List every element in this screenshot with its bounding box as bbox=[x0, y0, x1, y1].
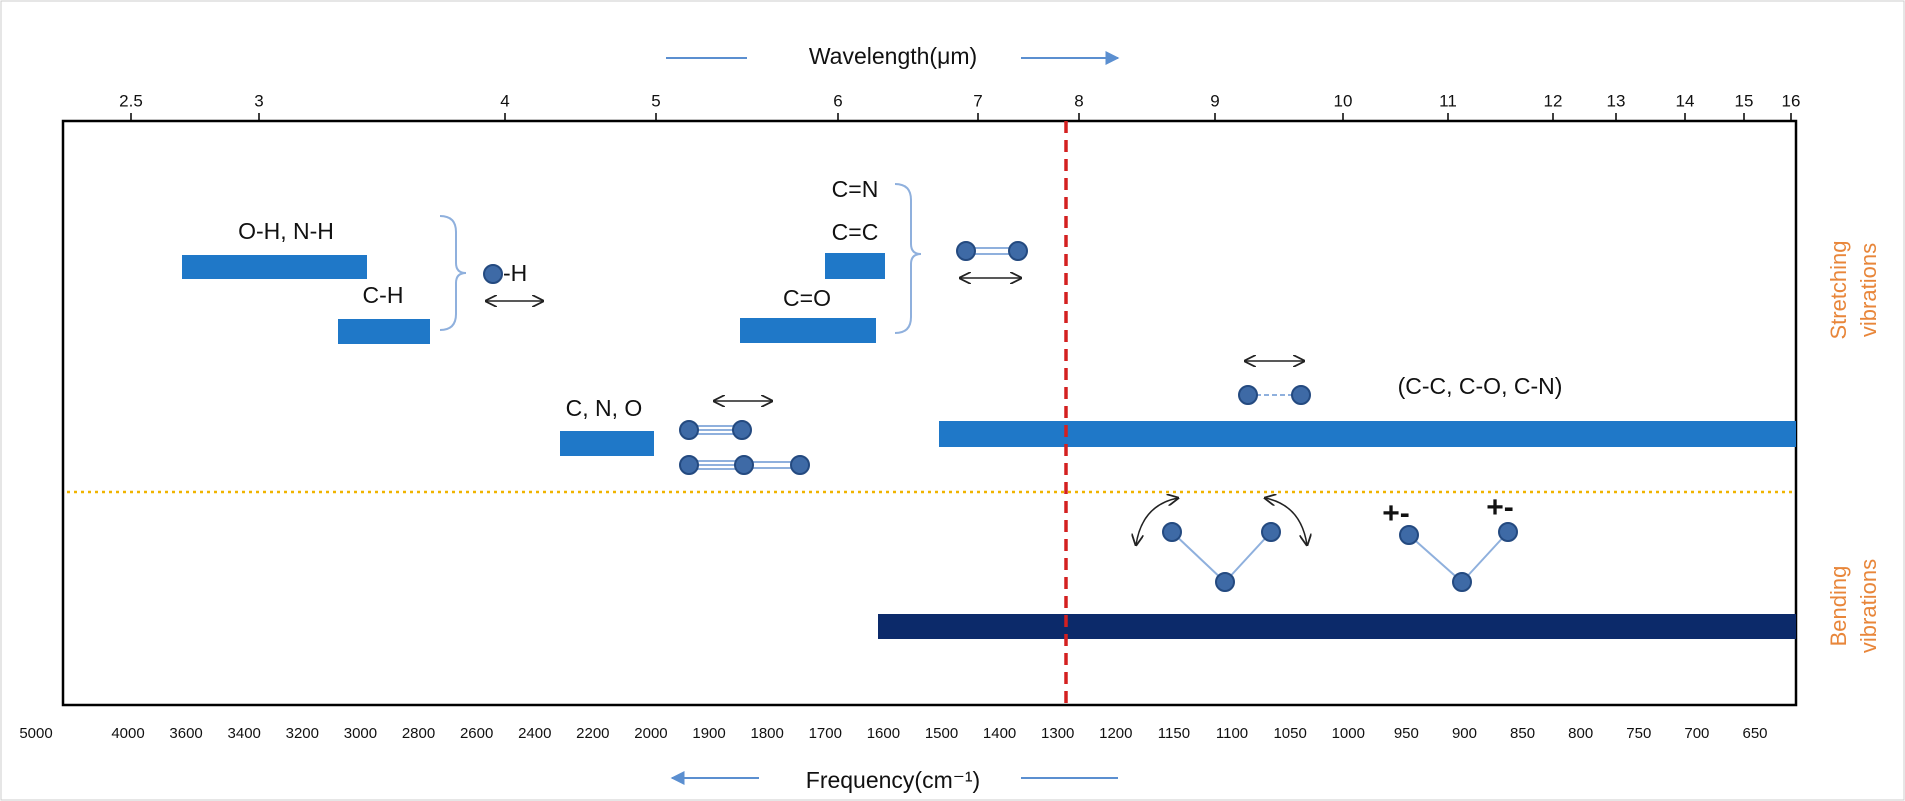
bottom-tick-label: 750 bbox=[1626, 725, 1651, 742]
label: C=N bbox=[832, 176, 879, 202]
top-tick-label: 16 bbox=[1782, 91, 1801, 110]
bottom-tick-label: 5000 bbox=[19, 725, 52, 742]
top-tick-label: 13 bbox=[1607, 91, 1626, 110]
bottom-tick-label: 1300 bbox=[1041, 725, 1074, 742]
bottom-tick-label: 950 bbox=[1394, 725, 1419, 742]
side-label: vibrations bbox=[1856, 243, 1881, 337]
top-tick-label: 2.5 bbox=[119, 91, 143, 110]
bottom-tick-label: 650 bbox=[1742, 725, 1767, 742]
label: C, N, O bbox=[566, 395, 643, 421]
top-tick-label: 12 bbox=[1544, 91, 1563, 110]
top-axis-title: Wavelength(μm) bbox=[809, 43, 977, 69]
bottom-tick-label: 3400 bbox=[228, 725, 261, 742]
bottom-tick-label: 1600 bbox=[867, 725, 900, 742]
bottom-tick-label: 1050 bbox=[1273, 725, 1306, 742]
plot-box bbox=[61, 119, 1798, 707]
bottom-tick-label: 1100 bbox=[1216, 725, 1248, 742]
bottom-tick-label: 1000 bbox=[1332, 725, 1365, 742]
bottom-tick-label: 900 bbox=[1452, 725, 1477, 742]
bottom-tick-label: 1200 bbox=[1099, 725, 1132, 742]
bottom-tick-label: 850 bbox=[1510, 725, 1535, 742]
bottom-tick-label: 2800 bbox=[402, 725, 435, 742]
label: C-H bbox=[363, 282, 404, 308]
bottom-tick-label: 2200 bbox=[576, 725, 609, 742]
bottom-tick-label: 2600 bbox=[460, 725, 493, 742]
bottom-tick-label: 1900 bbox=[692, 725, 725, 742]
label: C=C bbox=[832, 219, 879, 245]
side-label: Stretching bbox=[1826, 240, 1851, 339]
top-tick-label: 14 bbox=[1676, 91, 1695, 110]
braces bbox=[439, 183, 922, 334]
cno-bar bbox=[560, 431, 654, 456]
label: -H bbox=[503, 260, 527, 286]
bottom-tick-label: 4000 bbox=[111, 725, 144, 742]
cc-bar bbox=[825, 253, 885, 279]
bottom-tick-label: 1150 bbox=[1158, 725, 1190, 742]
label: +- bbox=[1486, 491, 1514, 524]
title-arrows bbox=[666, 51, 1120, 785]
single-bond-bar bbox=[939, 421, 1796, 447]
bottom-tick-label: 3200 bbox=[286, 725, 319, 742]
label: C=O bbox=[783, 285, 831, 311]
molecules bbox=[483, 241, 1518, 592]
side-label: Bending bbox=[1826, 566, 1851, 647]
bars bbox=[182, 253, 1796, 639]
label: (C-C, C-O, C-N) bbox=[1398, 373, 1563, 399]
bottom-tick-label: 1700 bbox=[809, 725, 842, 742]
co-bar bbox=[740, 318, 876, 343]
top-tick-label: 15 bbox=[1735, 91, 1754, 110]
ch-bar bbox=[338, 319, 430, 344]
label: O-H, N-H bbox=[238, 218, 334, 244]
bottom-axis-title: Frequency(cm⁻¹) bbox=[806, 767, 980, 793]
top-tick-label: 10 bbox=[1334, 91, 1353, 110]
top-tick-label: 4 bbox=[500, 91, 509, 110]
bottom-tick-label: 1400 bbox=[983, 725, 1016, 742]
bottom-tick-label: 2000 bbox=[634, 725, 667, 742]
bending-bar bbox=[878, 614, 1796, 639]
bottom-tick-label: 1800 bbox=[750, 725, 783, 742]
oh-nh-bar bbox=[182, 255, 367, 279]
bottom-tick-label: 2400 bbox=[518, 725, 551, 742]
label: +- bbox=[1382, 497, 1410, 530]
bottom-tick-label: 700 bbox=[1684, 725, 1709, 742]
top-tick-label: 5 bbox=[651, 91, 660, 110]
top-tick-label: 11 bbox=[1439, 91, 1457, 110]
bottom-tick-label: 3000 bbox=[344, 725, 377, 742]
top-tick-label: 6 bbox=[833, 91, 842, 110]
bending-label: Bending vibrations bbox=[1826, 559, 1881, 653]
stretching-label: Stretching vibrations bbox=[1826, 240, 1881, 339]
top-tick-label: 3 bbox=[254, 91, 263, 110]
top-tick-label: 8 bbox=[1074, 91, 1083, 110]
top-tick-label: 7 bbox=[973, 91, 982, 110]
bottom-tick-label: 1500 bbox=[925, 725, 958, 742]
top-tick-label: 9 bbox=[1210, 91, 1219, 110]
bottom-tick-label: 800 bbox=[1568, 725, 1593, 742]
bottom-tick-label: 3600 bbox=[169, 725, 202, 742]
side-label: vibrations bbox=[1856, 559, 1881, 653]
